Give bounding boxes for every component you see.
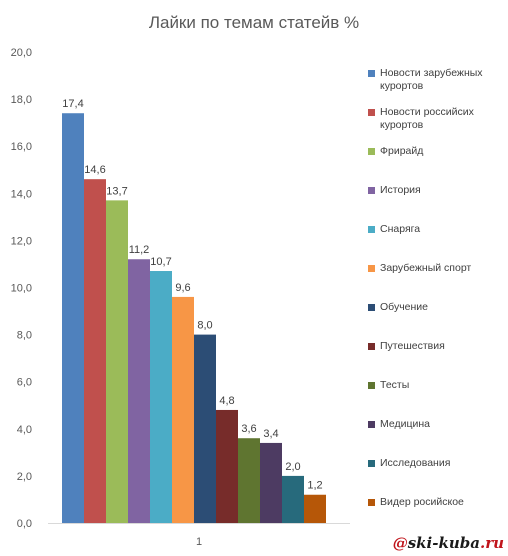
y-tick-label: 12,0 — [11, 235, 32, 247]
y-tick-label: 14,0 — [11, 188, 32, 200]
chart-title: Лайки по темам статейв % — [148, 13, 360, 32]
legend-item: Обучение — [368, 301, 504, 314]
y-tick-label: 4,0 — [17, 424, 32, 436]
legend-label: Медицина — [380, 418, 430, 430]
legend-item: Новости зарубежных курортов — [368, 67, 504, 93]
data-label: 10,7 — [150, 256, 171, 268]
legend-swatch — [368, 148, 375, 155]
legend-item: Снаряга — [368, 223, 504, 236]
legend-swatch — [368, 187, 375, 194]
legend-item: Новости российсих курортов — [368, 106, 504, 132]
legend-label: Снаряга — [380, 223, 421, 235]
data-label: 4,8 — [219, 395, 234, 407]
legend-swatch — [368, 343, 375, 350]
bar — [106, 200, 128, 524]
legend-swatch — [368, 265, 375, 272]
bar — [128, 259, 150, 523]
legend-label: Исследования — [380, 457, 451, 469]
bar — [304, 494, 326, 523]
legend-swatch — [368, 70, 375, 77]
legend-item: История — [368, 184, 504, 197]
legend-item: Тесты — [368, 379, 504, 392]
legend-swatch — [368, 109, 375, 116]
data-label: 3,4 — [263, 428, 278, 440]
watermark: @ski-kuba.ru — [392, 534, 504, 552]
bar — [260, 442, 282, 523]
legend-label: Зарубежный спорт — [380, 262, 472, 274]
legend-item: Медицина — [368, 418, 504, 431]
y-tick-label: 10,0 — [11, 283, 32, 295]
legend-label: Фрирайд — [380, 145, 424, 157]
legend-swatch — [368, 226, 375, 233]
legend-swatch — [368, 499, 375, 506]
bar — [84, 179, 106, 524]
bar — [238, 438, 260, 523]
data-label: 2,0 — [285, 461, 300, 473]
bar — [172, 296, 194, 523]
bar — [150, 271, 172, 523]
legend-swatch — [368, 421, 375, 428]
y-tick-label: 8,0 — [17, 330, 32, 342]
y-tick-label: 16,0 — [11, 141, 32, 153]
legend-label: Тесты — [380, 379, 410, 391]
data-label: 9,6 — [175, 282, 190, 294]
legend-swatch — [368, 304, 375, 311]
legend-item: Видер росийское — [368, 496, 504, 509]
legend-item: Фрирайд — [368, 145, 504, 158]
data-label: 3,6 — [241, 423, 256, 435]
data-label: 14,6 — [84, 164, 105, 176]
y-tick-label: 2,0 — [17, 471, 32, 483]
data-label: 17,4 — [62, 98, 83, 110]
legend-swatch — [368, 382, 375, 389]
y-tick-label: 20,0 — [11, 47, 32, 59]
bar — [62, 113, 84, 523]
bar — [216, 409, 238, 523]
bar — [282, 475, 304, 523]
legend-item: Зарубежный спорт — [368, 262, 504, 275]
legend-swatch — [368, 460, 375, 467]
bar — [194, 334, 216, 523]
y-tick-label: 6,0 — [17, 377, 32, 389]
y-tick-label: 18,0 — [11, 94, 32, 106]
legend-label: Новости зарубежных курортов — [380, 67, 483, 92]
data-label: 8,0 — [197, 320, 212, 332]
y-tick-label: 0,0 — [17, 518, 32, 530]
data-label: 11,2 — [129, 244, 150, 256]
legend-label: Обучение — [380, 301, 429, 313]
data-label: 1,2 — [307, 480, 322, 492]
legend-label: Новости российсих курортов — [380, 106, 474, 131]
legend-item: Путешествия — [368, 340, 504, 353]
data-label: 13,7 — [106, 185, 127, 197]
legend-label: Путешествия — [380, 340, 445, 352]
legend-label: Видер росийское — [380, 496, 464, 508]
x-tick-label: 1 — [196, 536, 202, 548]
legend-label: История — [380, 184, 421, 196]
legend-item: Исследования — [368, 457, 504, 470]
